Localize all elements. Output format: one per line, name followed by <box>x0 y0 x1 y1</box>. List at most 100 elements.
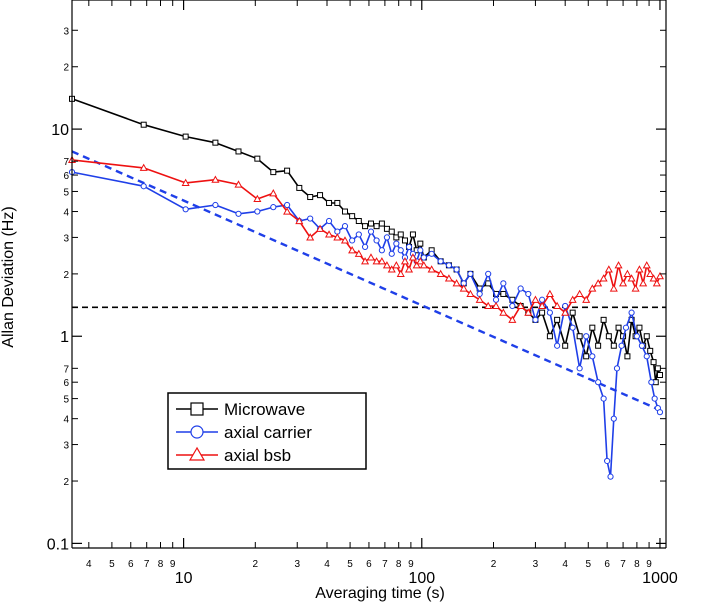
data-point <box>545 289 554 298</box>
data-point <box>485 270 492 277</box>
data-point <box>182 206 189 213</box>
data-point <box>270 204 277 211</box>
data-point <box>417 247 424 254</box>
x-minor-tick-label: 8 <box>158 559 164 570</box>
x-minor-tick-label: 9 <box>408 559 414 570</box>
data-point <box>656 409 664 416</box>
data-point <box>554 316 561 323</box>
data-point <box>393 240 400 247</box>
data-point <box>633 333 640 340</box>
data-point <box>416 257 425 265</box>
data-point <box>569 324 576 331</box>
data-point <box>417 240 424 247</box>
x-minor-tick-label: 6 <box>128 559 134 570</box>
data-point <box>639 279 648 287</box>
data-point <box>212 139 219 146</box>
series-axial-bsb <box>67 155 665 323</box>
data-point <box>404 265 414 273</box>
y-minor-tick-label: 7 <box>63 364 69 375</box>
legend-marker <box>190 425 204 439</box>
x-axis-label: Averaging time (s) <box>315 585 445 602</box>
y-minor-tick-label: 7 <box>63 157 69 168</box>
data-point <box>604 457 611 465</box>
legend: Microwave axial carrier axial bsb <box>167 392 367 470</box>
data-point <box>546 333 553 340</box>
x-tick-label: 100 <box>408 570 435 587</box>
data-point <box>373 237 380 244</box>
data-point <box>509 302 516 310</box>
data-point <box>254 155 261 162</box>
data-point <box>284 167 291 174</box>
data-point <box>378 247 385 254</box>
data-point <box>643 353 650 360</box>
data-point <box>599 274 608 282</box>
data-point <box>583 333 590 340</box>
data-point <box>420 254 427 261</box>
data-point <box>618 342 625 349</box>
data-point <box>554 342 561 349</box>
data-point <box>575 289 584 298</box>
data-point <box>594 279 603 287</box>
data-point <box>517 285 524 292</box>
data-point <box>412 261 421 269</box>
data-point <box>324 230 334 238</box>
data-point <box>609 284 618 292</box>
data-point <box>546 309 553 316</box>
y-minor-tick-label: 2 <box>63 270 69 281</box>
x-minor-tick-label: 8 <box>634 559 640 570</box>
data-point <box>361 243 369 250</box>
data-point <box>576 365 583 372</box>
data-point <box>269 189 278 197</box>
data-point <box>452 279 461 287</box>
y-minor-tick-label: 3 <box>63 233 69 244</box>
data-point <box>444 274 453 282</box>
data-point <box>613 365 621 372</box>
data-point <box>539 296 546 303</box>
legend-marker <box>190 402 204 416</box>
data-point <box>654 365 661 372</box>
data-point <box>569 309 576 316</box>
data-point <box>388 228 395 235</box>
data-point <box>635 265 644 273</box>
data-point <box>401 237 408 244</box>
data-point <box>568 295 577 303</box>
data-point <box>212 201 219 209</box>
x-minor-tick-label: 6 <box>366 559 372 570</box>
legend-marker <box>188 446 206 461</box>
data-point <box>595 379 602 386</box>
x-minor-tick-label: 5 <box>585 559 591 570</box>
data-point <box>367 220 374 227</box>
data-point <box>475 295 484 303</box>
data-point <box>615 324 622 331</box>
x-tick-label: 10 <box>175 570 193 587</box>
data-point <box>643 333 650 340</box>
data-point <box>355 218 362 225</box>
legend-entry: Microwave <box>176 400 305 419</box>
data-point <box>589 324 596 331</box>
x-minor-tick-label: 6 <box>604 559 610 570</box>
data-point <box>538 301 547 310</box>
data-point <box>576 333 583 340</box>
data-point <box>562 342 569 349</box>
data-point <box>325 217 333 225</box>
data-point <box>341 223 349 230</box>
data-point <box>284 201 291 209</box>
legend-label: axial bsb <box>224 446 291 465</box>
x-minor-tick-label: 2 <box>253 559 259 570</box>
data-point <box>589 353 596 360</box>
y-minor-tick-label: 5 <box>63 395 69 406</box>
x-minor-tick-label: 5 <box>347 559 353 570</box>
data-point <box>388 250 395 257</box>
x-tick-label: 1000 <box>642 570 678 587</box>
data-point <box>235 148 242 155</box>
data-point <box>636 324 643 331</box>
data-point <box>525 290 532 298</box>
y-axis-label: Allan Deviation (Hz) <box>0 206 17 347</box>
data-point <box>383 225 390 232</box>
data-point <box>334 199 341 206</box>
data-point <box>484 301 493 310</box>
data-point <box>362 223 369 230</box>
data-point <box>600 316 607 323</box>
data-point <box>650 359 657 366</box>
data-point <box>307 194 314 201</box>
